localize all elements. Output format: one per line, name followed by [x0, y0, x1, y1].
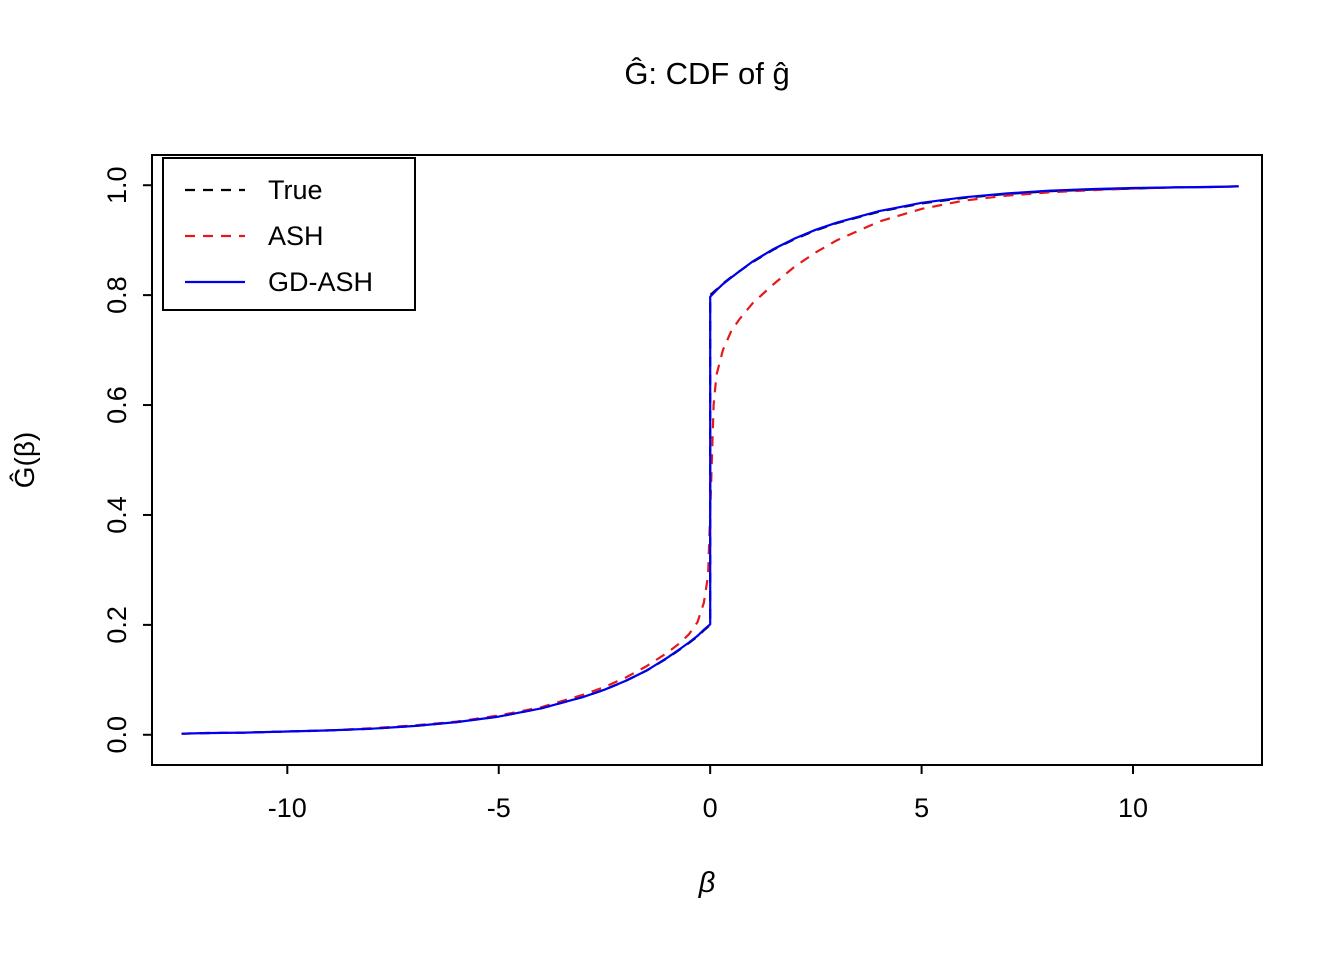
y-tick-label: 0.6 — [102, 386, 132, 424]
y-tick-label: 0.4 — [102, 496, 132, 534]
x-tick-label: 10 — [1118, 793, 1148, 823]
y-tick-label: 0.8 — [102, 276, 132, 314]
series-line-gd-ash — [181, 185, 1239, 735]
y-axis-label: Ĝ(β) — [9, 432, 40, 489]
legend-label-true: True — [268, 175, 323, 205]
y-tick-label: 0.2 — [102, 606, 132, 644]
legend-label-gd-ash: GD-ASH — [268, 267, 373, 297]
x-tick-label: 0 — [703, 793, 718, 823]
x-tick-label: -5 — [487, 793, 511, 823]
y-tick-label: 0.0 — [102, 716, 132, 754]
x-tick-label: -10 — [268, 793, 307, 823]
legend-label-ash: ASH — [268, 221, 324, 251]
y-tick-label: 1.0 — [102, 166, 132, 204]
x-axis-label: β — [698, 867, 716, 899]
legend-box — [162, 157, 416, 311]
x-tick-label: 5 — [914, 793, 929, 823]
chart-title: Ĝ: CDF of ĝ — [624, 56, 789, 91]
plot-frame — [151, 154, 1263, 766]
